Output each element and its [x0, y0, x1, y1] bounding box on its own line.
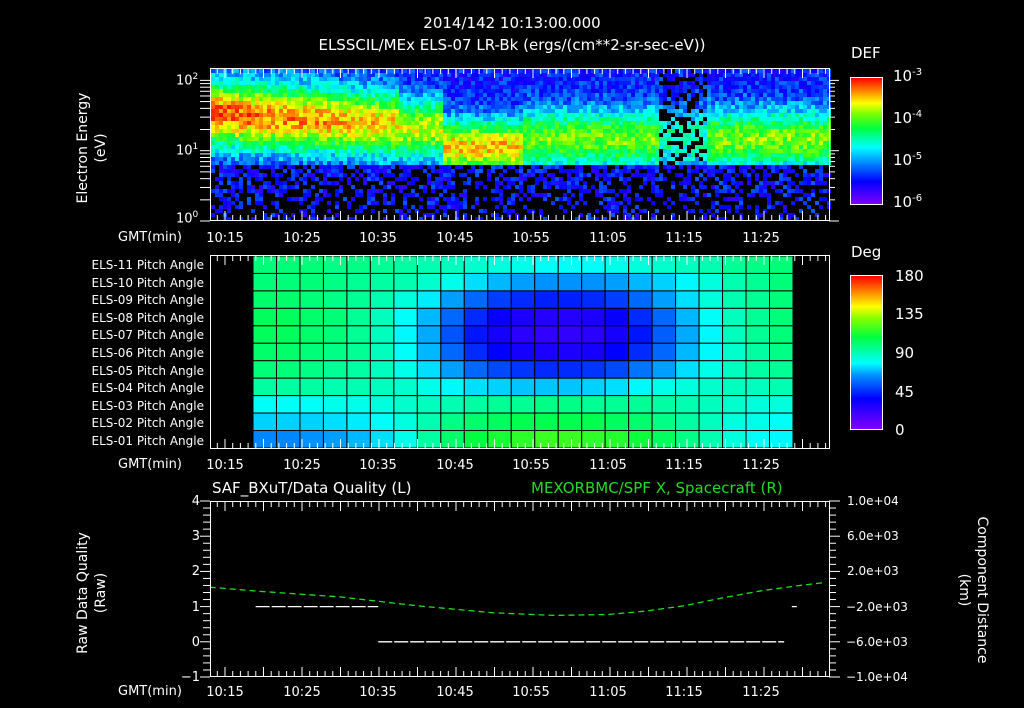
- tick-base: 10: [893, 67, 913, 85]
- right-y-tick-label: −2.0e+03: [846, 599, 908, 614]
- deg-tick-45: 45: [895, 383, 915, 401]
- deg-tick-0: 0: [895, 421, 905, 439]
- x-tick-label: 10:45: [436, 231, 474, 246]
- x-axis-label-1: GMT(min): [118, 230, 182, 245]
- right-series-title: MEXORBMC/SPF X, Spacecraft (R): [531, 479, 783, 497]
- component-distance-axis-unit: (km): [956, 573, 972, 607]
- pitch-row-label: ELS-04 Pitch Angle: [91, 381, 204, 396]
- colorbar-def-title: DEF: [851, 44, 881, 62]
- x-tick-label: 10:45: [436, 458, 474, 473]
- x-tick-label: 10:35: [359, 231, 397, 246]
- pitch-row-label: ELS-06 Pitch Angle: [91, 346, 204, 360]
- left-y-tick-label: 4: [191, 494, 200, 509]
- energy-tick-10: 101: [176, 142, 198, 158]
- data-quality-axis-unit: (Raw): [93, 572, 109, 614]
- right-y-tick-label: −6.0e+03: [846, 634, 908, 649]
- tick-exp: 0: [192, 210, 199, 220]
- x-tick-label: 10:45: [436, 685, 474, 700]
- energy-axis-title: Electron Energy (eV): [74, 73, 110, 223]
- tick-exp: -4: [912, 109, 923, 120]
- tick-base: 10: [176, 143, 193, 159]
- data-quality-axis-label: Raw Data Quality: [75, 532, 91, 654]
- def-tick-1e-6: 10-6: [893, 193, 922, 211]
- pitch-row-label: ELS-10 Pitch Angle: [91, 275, 204, 290]
- tick-exp: 1: [192, 142, 199, 152]
- x-axis-label-2: GMT(min): [118, 457, 182, 472]
- deg-tick-180: 180: [895, 267, 924, 285]
- pitch-row-label: ELS-07 Pitch Angle: [91, 328, 204, 343]
- data-quality-axis-title: Raw Data Quality (Raw): [74, 508, 110, 678]
- left-y-tick-label: 2: [191, 564, 200, 580]
- right-y-tick-label: 2.0e+03: [847, 564, 899, 579]
- x-tick-label: 10:25: [283, 685, 321, 700]
- tick-exp: 2: [192, 72, 199, 82]
- plot-timestamp: 2014/142 10:13:00.000: [423, 14, 601, 32]
- def-tick-1e-3: 10-3: [893, 67, 922, 85]
- pitch-row-label: ELS-01 Pitch Angle: [91, 434, 204, 448]
- left-series-title: SAF_BXuT/Data Quality (L): [212, 479, 412, 497]
- x-tick-label: 11:25: [742, 458, 780, 473]
- left-y-tick-label: −1: [180, 670, 200, 685]
- colorbar-def: [850, 77, 883, 205]
- energy-tick-1: 100: [176, 210, 198, 226]
- x-tick-label: 11:05: [589, 458, 627, 473]
- right-y-tick-label: 1.0e+04: [847, 494, 899, 508]
- x-tick-label: 10:25: [283, 231, 321, 246]
- pitch-row-label: ELS-02 Pitch Angle: [91, 416, 204, 431]
- x-tick-label: 10:35: [359, 685, 397, 700]
- tick-base: 10: [893, 151, 913, 169]
- plot-subtitle: ELSSCIL/MEx ELS-07 LR-Bk (ergs/(cm**2-sr…: [318, 36, 706, 54]
- tick-exp: -6: [912, 193, 923, 204]
- tick-exp: -3: [912, 67, 923, 78]
- def-tick-1e-5: 10-5: [893, 151, 922, 169]
- def-tick-1e-4: 10-4: [893, 109, 922, 127]
- deg-tick-90: 90: [895, 344, 915, 362]
- colorbar-deg-title: Deg: [851, 243, 882, 261]
- x-axis-label-3: GMT(min): [118, 684, 182, 699]
- colorbar-deg: [850, 275, 883, 430]
- spectrogram-panel: [210, 68, 830, 221]
- x-tick-label: 10:55: [512, 231, 550, 246]
- tick-base: 10: [176, 73, 193, 89]
- left-y-tick-label: 0: [191, 634, 200, 650]
- x-tick-label: 10:25: [283, 458, 321, 473]
- tick-base: 10: [176, 211, 193, 227]
- x-tick-label: 10:55: [512, 458, 550, 473]
- tick-exp: -5: [912, 151, 923, 162]
- x-tick-label: 11:05: [589, 685, 627, 700]
- x-tick-label: 11:15: [665, 685, 703, 700]
- pitch-row-label: ELS-03 Pitch Angle: [91, 398, 204, 413]
- x-tick-label: 10:15: [206, 685, 244, 700]
- right-y-tick-label: −1.0e+04: [846, 670, 908, 684]
- pitch-row-label: ELS-11 Pitch Angle: [91, 258, 204, 272]
- x-tick-label: 11:05: [589, 231, 627, 246]
- line-panel: [210, 501, 830, 677]
- x-tick-label: 10:15: [206, 458, 244, 473]
- energy-tick-100: 102: [176, 72, 198, 88]
- component-distance-axis-title: Component Distance (km): [955, 505, 991, 675]
- pitch-row-label: ELS-08 Pitch Angle: [91, 310, 204, 325]
- left-y-tick-label: 3: [191, 529, 200, 545]
- pitch-row-label: ELS-09 Pitch Angle: [91, 293, 204, 308]
- pitch-row-label: ELS-05 Pitch Angle: [91, 363, 204, 378]
- left-y-tick-label: 1: [191, 599, 200, 615]
- right-y-tick-label: 6.0e+03: [847, 529, 899, 544]
- x-tick-label: 11:25: [742, 685, 780, 700]
- x-tick-label: 11:15: [665, 458, 703, 473]
- deg-tick-135: 135: [895, 305, 924, 323]
- tick-base: 10: [893, 109, 913, 127]
- x-tick-label: 11:25: [742, 231, 780, 246]
- tick-base: 10: [893, 193, 913, 211]
- energy-axis-unit: (eV): [93, 133, 109, 163]
- x-tick-label: 10:55: [512, 685, 550, 700]
- pitch-angle-panel: [210, 255, 830, 449]
- x-tick-label: 10:35: [359, 458, 397, 473]
- component-distance-axis-label: Component Distance: [974, 516, 990, 664]
- x-tick-label: 11:15: [665, 231, 703, 246]
- x-tick-label: 10:15: [206, 231, 244, 246]
- energy-axis-label: Electron Energy: [75, 92, 91, 204]
